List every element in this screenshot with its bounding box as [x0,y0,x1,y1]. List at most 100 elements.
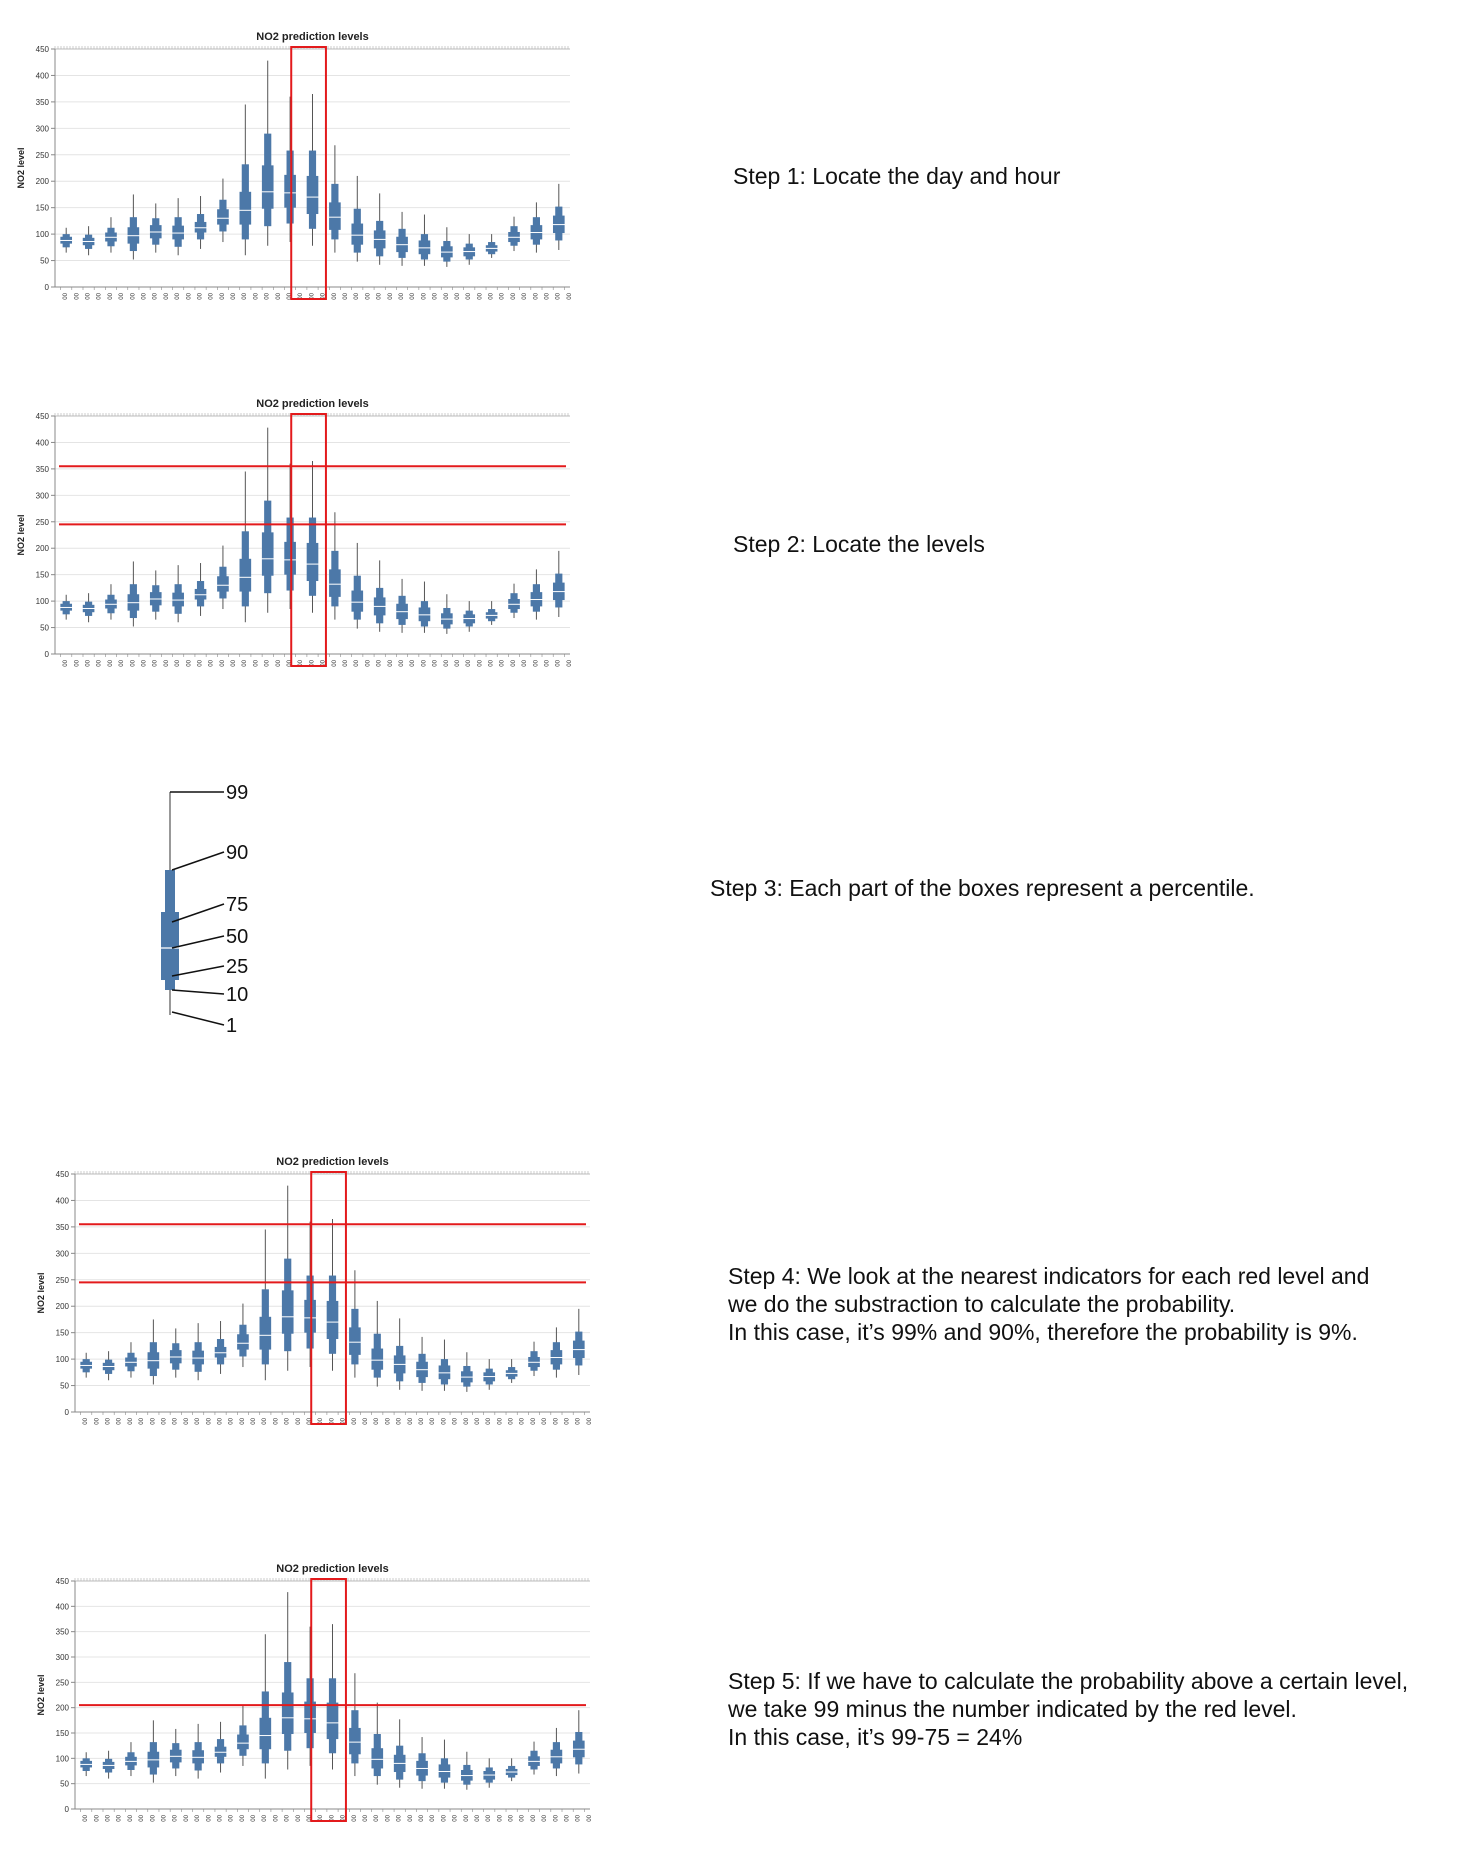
x-tick-label: 00 [385,293,391,300]
box-p25-p75 [438,1764,451,1778]
x-tick-label: 00 [148,1418,154,1425]
y-tick-label: 50 [60,1780,69,1789]
x-tick-label: 00 [452,660,458,667]
x-tick-label: 00 [352,293,358,300]
legend-connector [171,1011,225,1026]
box-15 [394,578,410,633]
y-tick-label: 350 [36,465,50,474]
x-tick-label: 00 [150,660,156,667]
box-7 [235,1303,251,1368]
x-tick-label: 00 [584,1418,590,1425]
x-tick-label: 00 [184,660,190,667]
x-tick-label: 00 [396,293,402,300]
x-tick-label: 00 [441,293,447,300]
x-tick-label: 00 [285,660,291,667]
x-tick-label: 00 [520,293,526,300]
box-p25-p75 [214,1346,227,1358]
x-tick-label: 00 [416,1815,422,1822]
highlight-box [290,413,327,667]
x-tick-label: 00 [249,1418,255,1425]
y-tick-label: 250 [56,1678,70,1687]
box-18 [481,1758,497,1788]
x-tick-label: 00 [184,293,190,300]
x-tick-label: 00 [229,293,235,300]
x-tick-label: 00 [329,660,335,667]
box-p25-p75 [351,223,364,245]
box-19 [504,1359,520,1383]
x-tick-label: 00 [508,293,514,300]
box-p25-p75 [349,1327,361,1355]
x-tick-label: 00 [316,1815,322,1822]
box-2 [123,1342,139,1378]
box-0 [78,1752,94,1777]
box-13 [349,542,365,629]
y-tick-label: 50 [40,624,49,633]
x-tick-label: 00 [125,1418,131,1425]
box-chart-step1: NO2 prediction levels NO2 level 0 50 100 150 2… [16,31,570,300]
box-p25-p75 [281,1290,294,1334]
x-tick-label: 00 [128,660,134,667]
x-tick-label: 00 [517,1815,523,1822]
box-8 [237,104,253,256]
x-tick-label: 00 [240,660,246,667]
y-tick-label: 150 [56,1329,70,1338]
y-tick-label: 100 [36,597,50,606]
x-tick-label: 00 [193,1418,199,1425]
x-tick-label: 00 [372,1418,378,1425]
box-21 [529,569,544,620]
x-tick-label: 00 [428,1418,434,1425]
x-tick-label: 00 [553,293,559,300]
x-tick-label: 00 [318,293,324,300]
y-tick-label: 250 [56,1276,70,1285]
y-tick-label: 300 [36,124,50,133]
box-13 [369,1702,385,1785]
box-19 [484,601,500,625]
x-tick-label: 00 [195,293,201,300]
x-tick-label: 00 [439,1418,445,1425]
y-tick-label: 400 [36,71,50,80]
box-p25-p75 [192,1350,204,1365]
percentile-label-75: 75 [226,894,248,916]
x-tick-label: 00 [150,293,156,300]
x-tick-label: 00 [497,293,503,300]
box-12 [327,512,343,620]
x-tick-label: 00 [540,1815,546,1822]
y-tick-label: 200 [36,177,50,186]
x-tick-label: 00 [237,1815,243,1822]
x-tick-label: 00 [137,1815,143,1822]
highlight-box [310,1578,347,1822]
percentile-label-1: 1 [226,1015,237,1037]
box-p25-p75 [239,191,252,225]
x-tick-label: 00 [305,1815,311,1822]
box-8 [237,471,253,623]
x-tick-label: 00 [439,1815,445,1822]
box-p25-p75 [371,1748,384,1769]
box-1 [101,1750,116,1779]
highlight-box [310,1171,347,1425]
x-tick-label: 00 [193,1815,199,1822]
x-tick-label: 00 [564,293,570,300]
box-11 [305,93,320,246]
chart-title: NO2 prediction levels [276,1156,388,1168]
x-tick-label: 00 [383,1418,389,1425]
y-tick-label: 150 [36,571,50,580]
x-tick-label: 00 [506,1418,512,1425]
x-tick-label: 00 [553,660,559,667]
x-tick-label: 00 [173,293,179,300]
x-tick-label: 00 [217,293,223,300]
x-tick-label: 00 [307,660,313,667]
x-tick-label: 00 [506,1815,512,1822]
box-p25-p75 [192,1750,204,1764]
box-3 [145,1319,161,1385]
y-tick-label: 150 [56,1729,70,1738]
x-tick-label: 00 [419,660,425,667]
box-1 [81,593,96,623]
x-tick-label: 00 [475,293,481,300]
box-9 [280,1592,296,1770]
percentile-label-99: 99 [226,782,248,804]
y-tick-label: 300 [56,1653,70,1662]
legend-connector [171,903,225,923]
x-tick-label: 00 [293,1418,299,1425]
x-tick-label: 00 [215,1815,221,1822]
box-p25-p75 [239,558,252,592]
